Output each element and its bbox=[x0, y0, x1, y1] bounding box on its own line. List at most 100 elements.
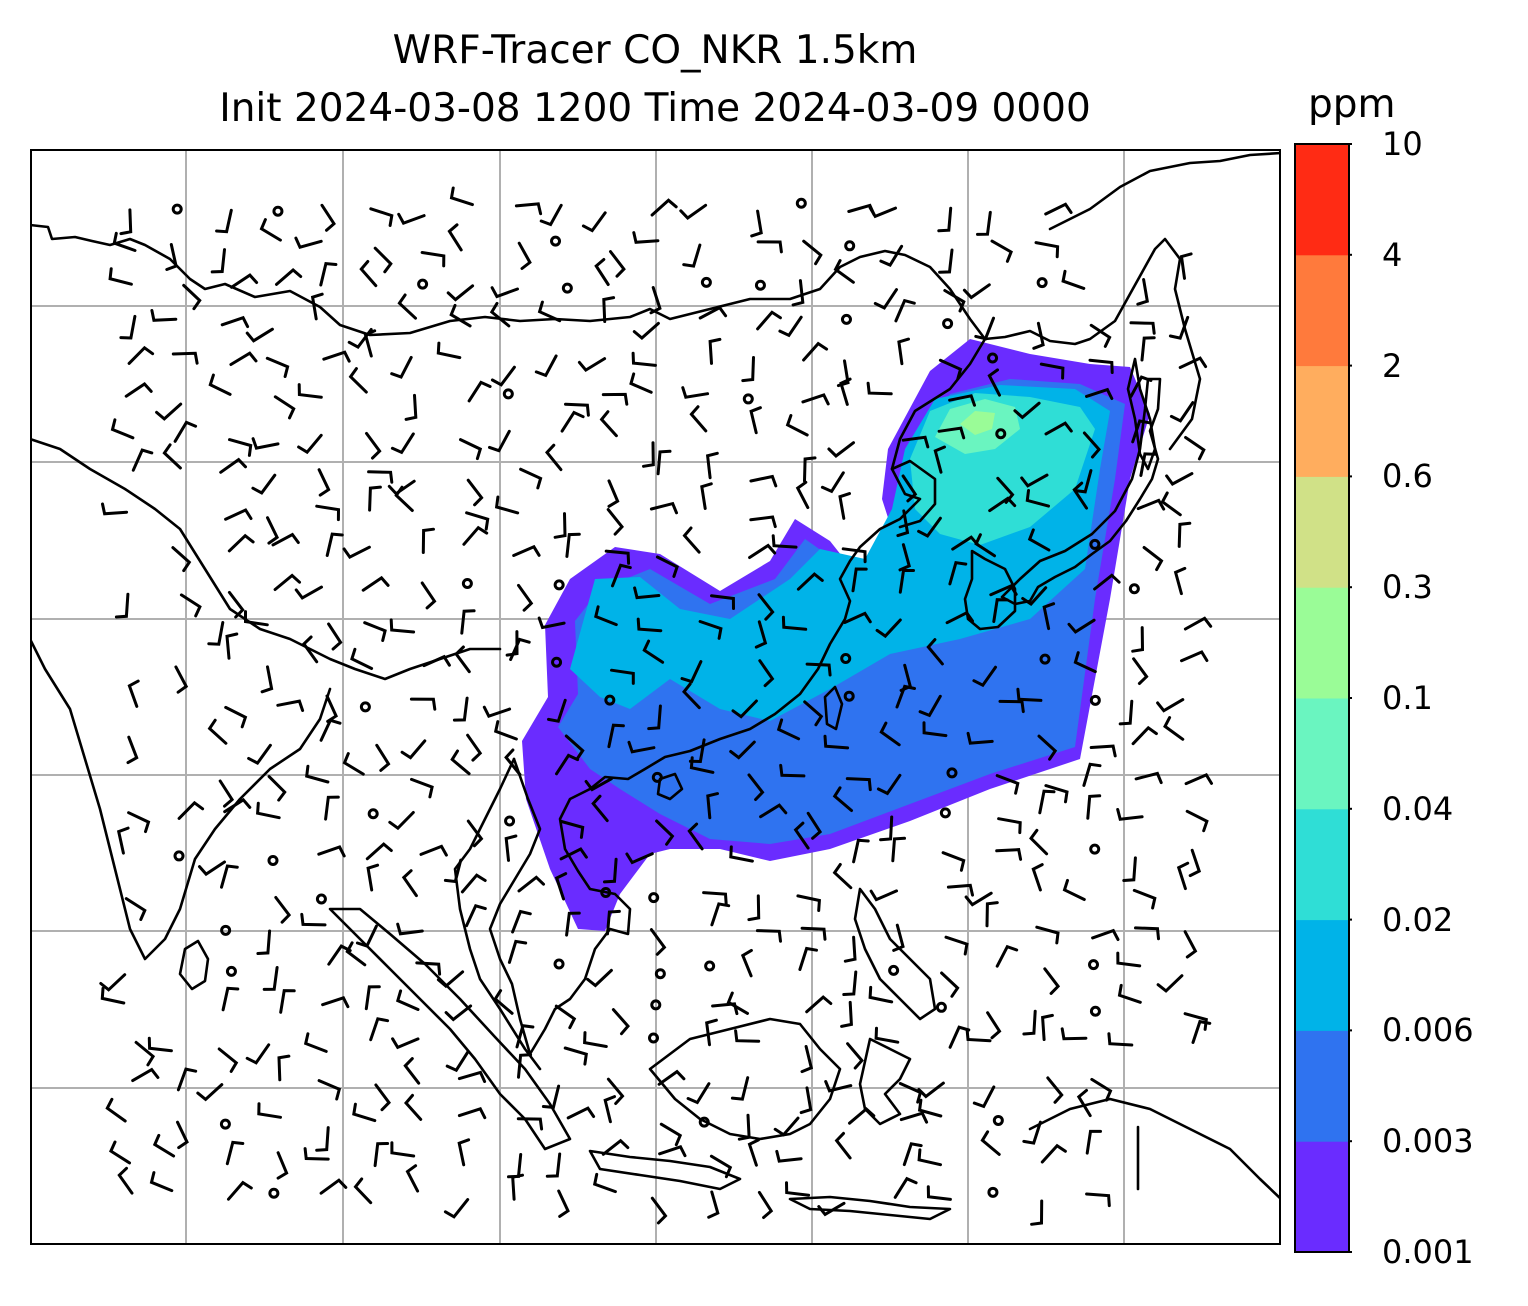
coast-taiwan bbox=[823, 685, 844, 731]
wind-barb bbox=[555, 753, 580, 776]
coast-sumatra bbox=[328, 907, 572, 1151]
wind-barb bbox=[367, 470, 394, 484]
wind-barb bbox=[457, 1138, 471, 1167]
wind-barb bbox=[800, 1045, 814, 1074]
wind-barb bbox=[1116, 808, 1144, 821]
wind-barb bbox=[348, 367, 368, 394]
wind-barb bbox=[1032, 321, 1045, 350]
wind-barb bbox=[747, 1138, 760, 1167]
wind-barb bbox=[565, 532, 581, 558]
wind-barb bbox=[610, 668, 635, 685]
wind-barb bbox=[603, 1095, 616, 1124]
wind-barb bbox=[150, 309, 178, 322]
wind-calm-marker bbox=[840, 313, 852, 325]
wind-calm-marker bbox=[219, 1118, 231, 1130]
coast-kamchatka-top bbox=[1048, 151, 1281, 231]
wind-barb bbox=[709, 1154, 733, 1179]
wind-barb bbox=[1013, 401, 1041, 420]
wind-calm-marker bbox=[987, 1186, 999, 1198]
wind-barb bbox=[868, 985, 894, 1004]
wind-calm-marker bbox=[700, 276, 712, 288]
wind-barb bbox=[846, 1042, 864, 1070]
wind-barb bbox=[436, 341, 462, 360]
colorbar-band-0.6 bbox=[1295, 365, 1349, 477]
wind-barb bbox=[990, 239, 1013, 263]
wind-barb bbox=[1089, 744, 1117, 758]
wind-barb bbox=[245, 327, 274, 343]
wind-barb bbox=[208, 373, 232, 396]
wind-barb bbox=[606, 1077, 625, 1105]
wind-calm-marker bbox=[843, 690, 855, 702]
wind-barb bbox=[995, 774, 1020, 795]
wind-barb bbox=[1022, 1009, 1037, 1036]
wind-barb bbox=[369, 1017, 390, 1042]
wind-barb bbox=[682, 682, 701, 710]
wind-barb bbox=[345, 941, 367, 967]
wind-calm-marker bbox=[1089, 843, 1101, 855]
wind-barb bbox=[948, 394, 976, 407]
coast-china-east bbox=[588, 337, 987, 791]
wind-barb bbox=[482, 705, 512, 719]
wind-barb bbox=[706, 792, 719, 820]
wind-barb bbox=[221, 986, 240, 1012]
wind-barb bbox=[606, 508, 624, 536]
wind-barb bbox=[601, 1138, 630, 1156]
wind-barb bbox=[271, 532, 300, 547]
wind-barb bbox=[778, 315, 803, 338]
wind-barb bbox=[785, 1181, 811, 1197]
colorbar-band-0.04 bbox=[1295, 698, 1349, 810]
wind-barb bbox=[965, 1028, 992, 1043]
wind-barb bbox=[228, 438, 253, 457]
coast-korea bbox=[963, 549, 1017, 631]
wind-barb bbox=[361, 575, 390, 592]
coast-malay-peninsula bbox=[453, 757, 542, 1071]
wind-barb bbox=[324, 795, 340, 821]
wind-barb bbox=[257, 1102, 282, 1119]
wind-barb bbox=[633, 586, 661, 600]
wind-calm-marker bbox=[551, 656, 563, 668]
wind-barb bbox=[390, 1141, 416, 1158]
wind-barb bbox=[116, 826, 130, 855]
wind-barb bbox=[1082, 431, 1101, 459]
wind-barb bbox=[755, 929, 782, 943]
wind-barb bbox=[972, 665, 997, 688]
wind-barb bbox=[679, 203, 708, 220]
wind-barb bbox=[995, 848, 1023, 861]
wind-calm-marker bbox=[553, 579, 565, 591]
wind-barb bbox=[1132, 657, 1149, 685]
wind-barb bbox=[375, 743, 391, 772]
wind-barb bbox=[771, 534, 798, 549]
wind-barb bbox=[1131, 725, 1158, 746]
wind-calm-marker bbox=[754, 279, 766, 291]
wind-barb bbox=[611, 563, 632, 588]
wind-barb bbox=[177, 800, 205, 820]
wind-barb bbox=[866, 381, 893, 396]
wind-barb bbox=[988, 496, 1017, 513]
wind-barb bbox=[796, 894, 821, 912]
wind-calm-marker bbox=[267, 854, 279, 866]
wind-barb bbox=[689, 405, 708, 433]
wind-barb bbox=[1184, 436, 1206, 461]
wind-calm-marker bbox=[600, 887, 612, 899]
wind-barb bbox=[297, 383, 323, 399]
wind-barb bbox=[1177, 521, 1192, 548]
wind-barb bbox=[657, 1069, 686, 1086]
wind-barb bbox=[1131, 419, 1152, 444]
wind-barb bbox=[647, 704, 662, 731]
wind-calm-marker bbox=[315, 893, 327, 905]
wind-barb bbox=[460, 873, 487, 894]
wind-barb bbox=[490, 286, 519, 299]
wind-barb bbox=[173, 420, 198, 443]
wind-barb bbox=[247, 743, 272, 766]
wind-barb bbox=[879, 721, 901, 747]
wind-calm-marker bbox=[648, 1032, 660, 1044]
wind-barb bbox=[511, 909, 532, 934]
wind-barb bbox=[902, 1142, 923, 1167]
wind-barb bbox=[415, 961, 442, 976]
wind-barb bbox=[893, 1176, 918, 1199]
wind-barb bbox=[227, 1180, 253, 1201]
wind-barb bbox=[300, 912, 327, 927]
wind-barb bbox=[785, 414, 809, 437]
wind-barb bbox=[1037, 734, 1058, 761]
colorbar-tick-label: 0.04 bbox=[1382, 789, 1454, 828]
